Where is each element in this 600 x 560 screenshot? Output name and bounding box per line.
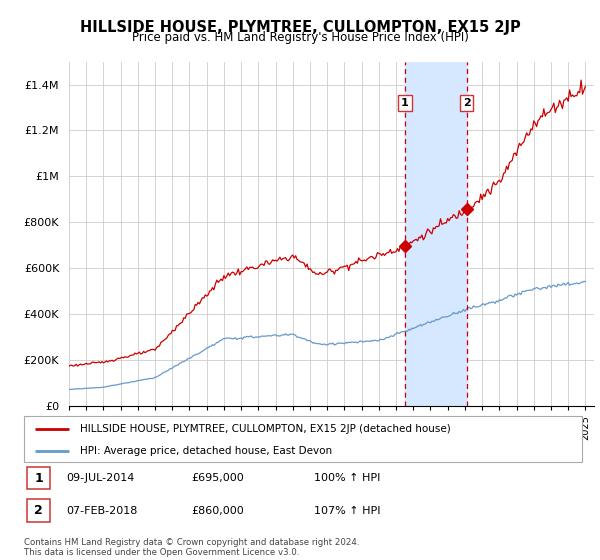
Text: 100% ↑ HPI: 100% ↑ HPI: [314, 473, 380, 483]
Text: 1: 1: [401, 98, 409, 108]
Text: £695,000: £695,000: [191, 473, 244, 483]
Bar: [405, 62, 467, 406]
Text: Price paid vs. HM Land Registry's House Price Index (HPI): Price paid vs. HM Land Registry's House …: [131, 31, 469, 44]
Text: 09-JUL-2014: 09-JUL-2014: [66, 473, 134, 483]
Text: 107% ↑ HPI: 107% ↑ HPI: [314, 506, 380, 516]
Text: Contains HM Land Registry data © Crown copyright and database right 2024.
This d: Contains HM Land Registry data © Crown c…: [24, 538, 359, 557]
Text: HPI: Average price, detached house, East Devon: HPI: Average price, detached house, East…: [80, 446, 332, 455]
FancyBboxPatch shape: [27, 467, 50, 489]
Text: HILLSIDE HOUSE, PLYMTREE, CULLOMPTON, EX15 2JP: HILLSIDE HOUSE, PLYMTREE, CULLOMPTON, EX…: [80, 20, 520, 35]
Text: 1: 1: [34, 472, 43, 485]
Text: HILLSIDE HOUSE, PLYMTREE, CULLOMPTON, EX15 2JP (detached house): HILLSIDE HOUSE, PLYMTREE, CULLOMPTON, EX…: [80, 424, 451, 434]
Text: 2: 2: [34, 504, 43, 517]
Text: 07-FEB-2018: 07-FEB-2018: [66, 506, 137, 516]
Text: 2: 2: [463, 98, 470, 108]
Text: £860,000: £860,000: [191, 506, 244, 516]
FancyBboxPatch shape: [27, 500, 50, 522]
